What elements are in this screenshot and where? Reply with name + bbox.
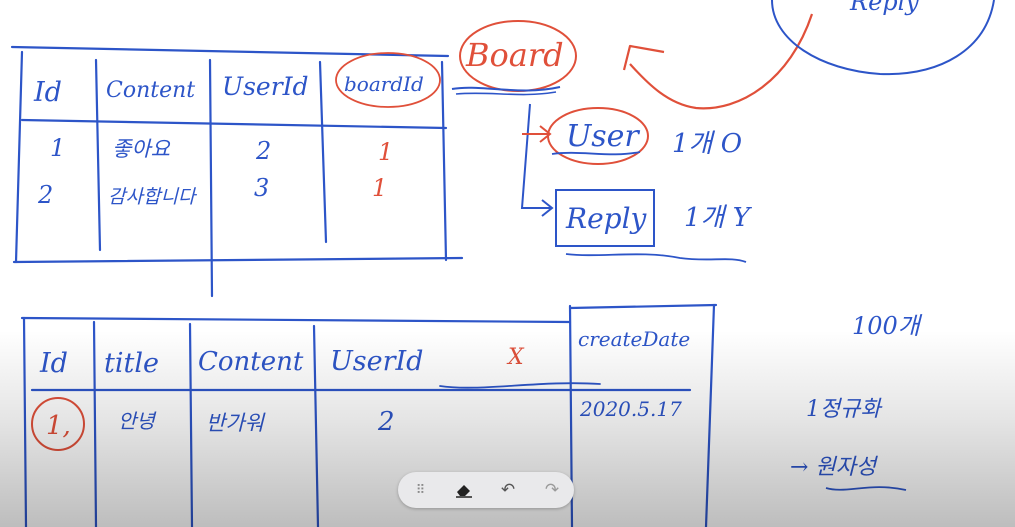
board-row1-createdate: 2020.5.17 [579, 397, 682, 421]
board-row1-userid: 2 [377, 407, 395, 437]
board-id-circle [31, 397, 85, 451]
user-branch-arrow [539, 125, 552, 143]
side-note-atomicity: → 원자성 [790, 455, 879, 480]
reply-table-rows: 1 좋아요 2 1 2 감사합니다 3 1 [37, 134, 393, 209]
board-row1-id: 1, [46, 411, 71, 441]
redo-icon[interactable]: ↷ [544, 480, 560, 500]
board-row1-title: 안녕 [118, 409, 157, 433]
reply-entity-label: Reply [565, 202, 648, 235]
board-header-userid: UserId [330, 346, 423, 377]
reply-header-userid: UserId [222, 72, 309, 101]
board-table-rows: 1, 안녕 반가워 2 2020.5.17 [46, 397, 682, 441]
user-entity-label: User [566, 119, 640, 154]
top-reply-circle [771, 0, 995, 76]
eraser-icon-glyph [456, 485, 472, 498]
reply-row1-boardid: 1 [378, 138, 393, 166]
board-table-headers: Id title Content UserId X createDate [39, 327, 690, 379]
board-header-createdate: createDate [578, 327, 690, 351]
reply-row1-id: 1 [50, 134, 65, 162]
grip-icon[interactable]: ⠿ [415, 482, 426, 498]
board-entity-label: Board [465, 36, 564, 74]
board-header-x: X [506, 345, 525, 370]
relation-arrow-curve [629, 13, 814, 110]
reply-branch-arrow [541, 199, 554, 217]
reply-row1-userid: 2 [255, 137, 271, 165]
entity-bracket [520, 103, 552, 209]
reply-row1-content: 좋아요 [112, 137, 172, 161]
reply-row2-content: 감사합니다 [108, 186, 198, 208]
board-underline [451, 86, 561, 92]
board-underline-2 [455, 91, 557, 96]
reply-relation: 1개 Y [684, 203, 753, 233]
reply-box [555, 189, 655, 247]
board-row1-content: 반가워 [206, 411, 266, 435]
reply-row2-id: 2 [37, 181, 53, 209]
boardid-circle [335, 52, 441, 108]
user-circle [547, 107, 649, 165]
atomicity-underline [825, 486, 907, 491]
board-header-title: title [104, 348, 159, 379]
top-reply-label: Reply [849, 0, 919, 16]
user-relation: 1개 O [672, 129, 742, 159]
relation-arrowhead [622, 44, 665, 71]
side-note-normalization: 1정규화 [806, 397, 882, 422]
side-note-count: 100개 [852, 312, 923, 340]
reply-row2-boardid: 1 [372, 174, 387, 202]
reply-table-headers: Id Content UserId boardId [33, 72, 424, 108]
reply-header-id: Id [33, 77, 62, 108]
board-header-content: Content [198, 347, 304, 377]
reply-header-boardid: boardId [344, 72, 424, 96]
eraser-icon[interactable] [450, 476, 478, 504]
board-header-id: Id [39, 348, 68, 379]
undo-icon[interactable]: ↶ [500, 480, 516, 500]
reply-underline [565, 253, 747, 263]
reply-header-content: Content [106, 78, 195, 103]
reply-row2-userid: 3 [254, 174, 269, 202]
user-underline [551, 151, 641, 156]
drawing-toolbar: ⠿ ↶ ↷ [398, 472, 574, 508]
